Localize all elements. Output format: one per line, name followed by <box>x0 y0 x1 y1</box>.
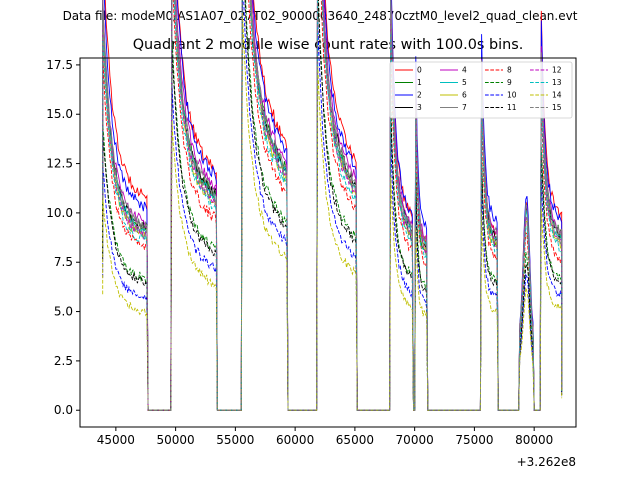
x-tick-label: 55000 <box>216 433 254 447</box>
x-tick-label: 75000 <box>455 433 493 447</box>
series-line-15 <box>102 0 563 411</box>
legend-label-12: 12 <box>552 66 562 75</box>
legend-label-4: 4 <box>462 66 467 75</box>
y-tick-label: 0.0 <box>54 403 73 417</box>
y-tick-label: 7.5 <box>54 255 73 269</box>
axes-layer: 45000 50000 55000 60000 65000 70000 75000 80000… <box>46 58 553 447</box>
legend-label-14: 14 <box>552 91 562 100</box>
legend-label-3: 3 <box>417 103 422 112</box>
legend-label-8: 8 <box>507 66 512 75</box>
figure-suptitle: Data file: modeM0/AS1A07_027T02_90000036… <box>63 9 578 23</box>
x-tick-label: 70000 <box>396 433 434 447</box>
legend-label-9: 9 <box>507 78 512 87</box>
legend-label-10: 10 <box>507 91 517 100</box>
y-tick-label: 15.0 <box>46 107 73 121</box>
x-offset-label: +3.262e8 <box>517 455 576 469</box>
legend-label-0: 0 <box>417 66 422 75</box>
x-tick-label: 45000 <box>97 433 135 447</box>
legend-label-7: 7 <box>462 103 467 112</box>
x-tick-label: 50000 <box>157 433 195 447</box>
legend-label-15: 15 <box>552 103 562 112</box>
y-tick-label: 10.0 <box>46 206 73 220</box>
y-tick-label: 2.5 <box>54 354 73 368</box>
y-tick-label: 17.5 <box>46 58 73 72</box>
series-layer <box>102 0 563 411</box>
legend-label-5: 5 <box>462 78 467 87</box>
legend-label-11: 11 <box>507 103 517 112</box>
legend-label-2: 2 <box>417 91 422 100</box>
legend-label-13: 13 <box>552 78 562 87</box>
y-tick-label: 5.0 <box>54 305 73 319</box>
legend-label-1: 1 <box>417 78 422 87</box>
x-tick-label: 80000 <box>515 433 553 447</box>
legend-label-6: 6 <box>462 91 467 100</box>
x-tick-label: 65000 <box>336 433 374 447</box>
x-tick-label: 60000 <box>276 433 314 447</box>
plot-frame <box>79 57 577 428</box>
y-tick-label: 12.5 <box>46 157 73 171</box>
legend-frame <box>389 61 573 119</box>
